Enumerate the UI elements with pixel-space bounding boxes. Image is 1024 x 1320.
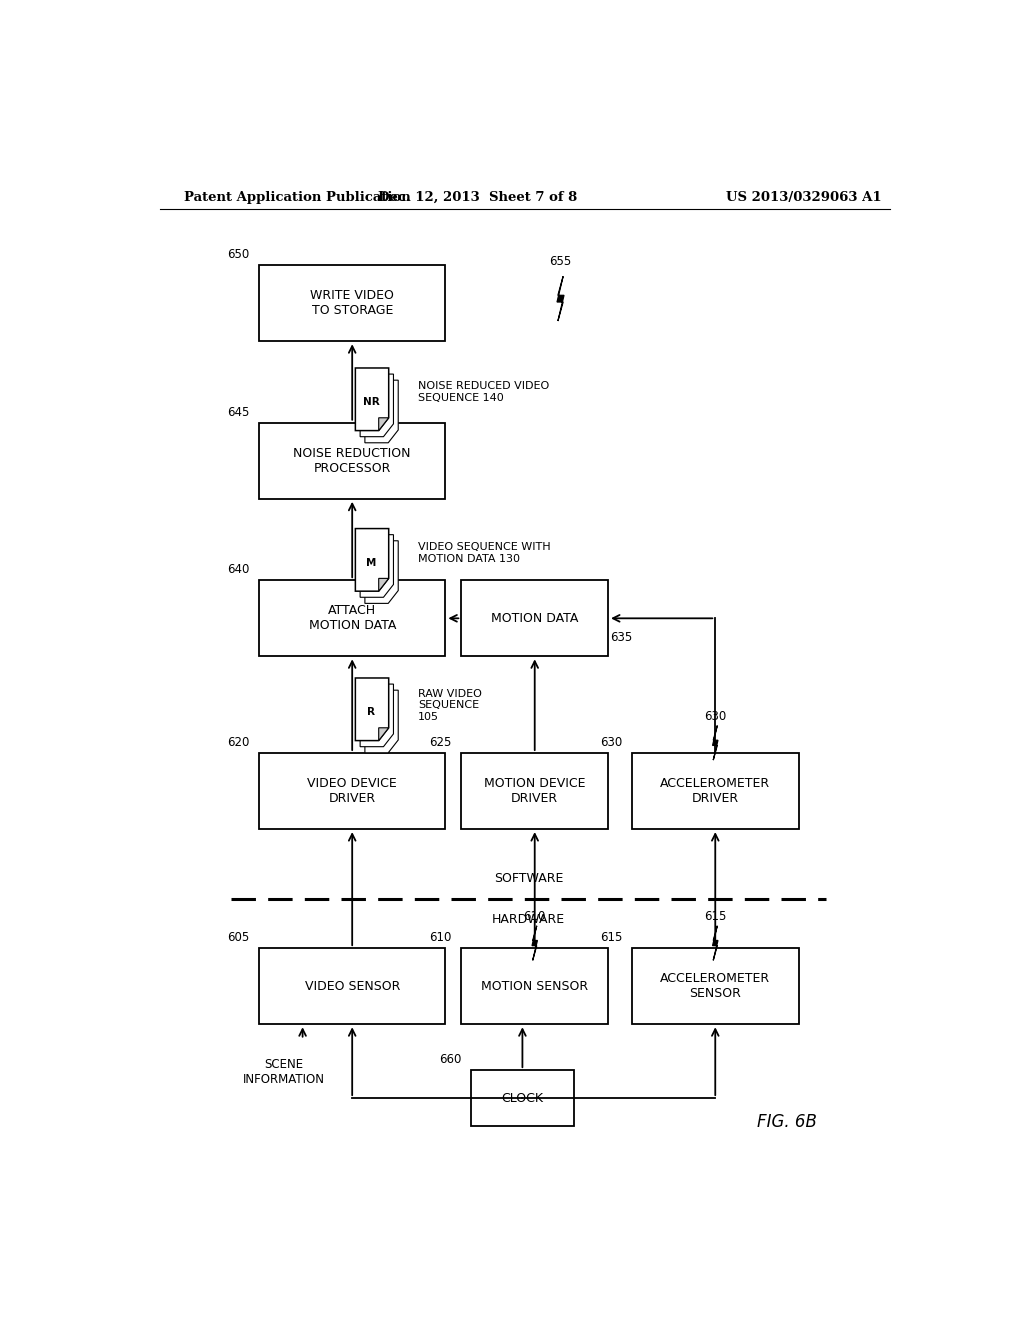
Text: 615: 615	[600, 931, 623, 944]
Polygon shape	[532, 925, 538, 961]
Text: 635: 635	[610, 631, 633, 644]
Text: 655: 655	[550, 255, 571, 268]
Text: 660: 660	[439, 1053, 461, 1067]
Text: 630: 630	[600, 737, 623, 748]
Text: NR: NR	[362, 397, 379, 407]
Polygon shape	[355, 368, 389, 430]
Polygon shape	[365, 541, 398, 603]
Text: HARDWARE: HARDWARE	[493, 912, 565, 925]
Text: 630: 630	[705, 710, 726, 722]
Text: NOISE REDUCED VIDEO
SEQUENCE 140: NOISE REDUCED VIDEO SEQUENCE 140	[418, 381, 549, 403]
Text: ACCELEROMETER
SENSOR: ACCELEROMETER SENSOR	[660, 973, 770, 1001]
Text: RAW VIDEO
SEQUENCE
105: RAW VIDEO SEQUENCE 105	[418, 689, 482, 722]
Text: 625: 625	[429, 737, 452, 748]
Text: VIDEO DEVICE
DRIVER: VIDEO DEVICE DRIVER	[307, 777, 397, 805]
Text: MOTION SENSOR: MOTION SENSOR	[481, 979, 588, 993]
Text: 620: 620	[227, 737, 250, 748]
Bar	[259, 948, 445, 1024]
Text: 605: 605	[227, 931, 250, 944]
Text: 610: 610	[429, 931, 452, 944]
Polygon shape	[355, 678, 389, 741]
Bar	[259, 422, 445, 499]
Text: CLOCK: CLOCK	[502, 1092, 544, 1105]
Bar	[632, 948, 799, 1024]
Bar	[461, 948, 608, 1024]
Text: US 2013/0329063 A1: US 2013/0329063 A1	[726, 190, 882, 203]
Text: 650: 650	[227, 248, 250, 261]
Polygon shape	[379, 727, 389, 741]
Bar	[461, 581, 608, 656]
Text: SCENE
INFORMATION: SCENE INFORMATION	[243, 1057, 325, 1086]
Polygon shape	[713, 925, 718, 961]
Text: R: R	[367, 708, 375, 717]
Polygon shape	[379, 578, 389, 591]
Bar	[259, 265, 445, 342]
Text: MOTION DEVICE
DRIVER: MOTION DEVICE DRIVER	[484, 777, 586, 805]
Polygon shape	[360, 535, 393, 597]
Polygon shape	[557, 276, 564, 321]
Polygon shape	[365, 380, 398, 442]
Text: 615: 615	[705, 909, 726, 923]
Bar	[461, 752, 608, 829]
Bar	[471, 1071, 574, 1126]
Text: Patent Application Publication: Patent Application Publication	[183, 190, 411, 203]
Polygon shape	[713, 726, 718, 760]
Polygon shape	[360, 684, 393, 747]
Polygon shape	[360, 374, 393, 437]
Polygon shape	[355, 528, 389, 591]
Text: MOTION DATA: MOTION DATA	[492, 612, 579, 624]
Text: 610: 610	[523, 909, 546, 923]
Text: VIDEO SENSOR: VIDEO SENSOR	[304, 979, 400, 993]
Text: WRITE VIDEO
TO STORAGE: WRITE VIDEO TO STORAGE	[310, 289, 394, 317]
Text: Dec. 12, 2013  Sheet 7 of 8: Dec. 12, 2013 Sheet 7 of 8	[378, 190, 577, 203]
Text: VIDEO SEQUENCE WITH
MOTION DATA 130: VIDEO SEQUENCE WITH MOTION DATA 130	[418, 543, 551, 564]
Polygon shape	[379, 418, 389, 430]
Text: 640: 640	[227, 564, 250, 576]
Text: ATTACH
MOTION DATA: ATTACH MOTION DATA	[308, 605, 396, 632]
Text: M: M	[366, 558, 376, 568]
Text: 645: 645	[227, 405, 250, 418]
Text: FIG. 6B: FIG. 6B	[757, 1113, 816, 1131]
Polygon shape	[365, 690, 398, 752]
Bar	[259, 581, 445, 656]
Text: ACCELEROMETER
DRIVER: ACCELEROMETER DRIVER	[660, 777, 770, 805]
Text: NOISE REDUCTION
PROCESSOR: NOISE REDUCTION PROCESSOR	[294, 446, 411, 475]
Text: SOFTWARE: SOFTWARE	[495, 873, 563, 886]
Bar	[632, 752, 799, 829]
Bar	[259, 752, 445, 829]
